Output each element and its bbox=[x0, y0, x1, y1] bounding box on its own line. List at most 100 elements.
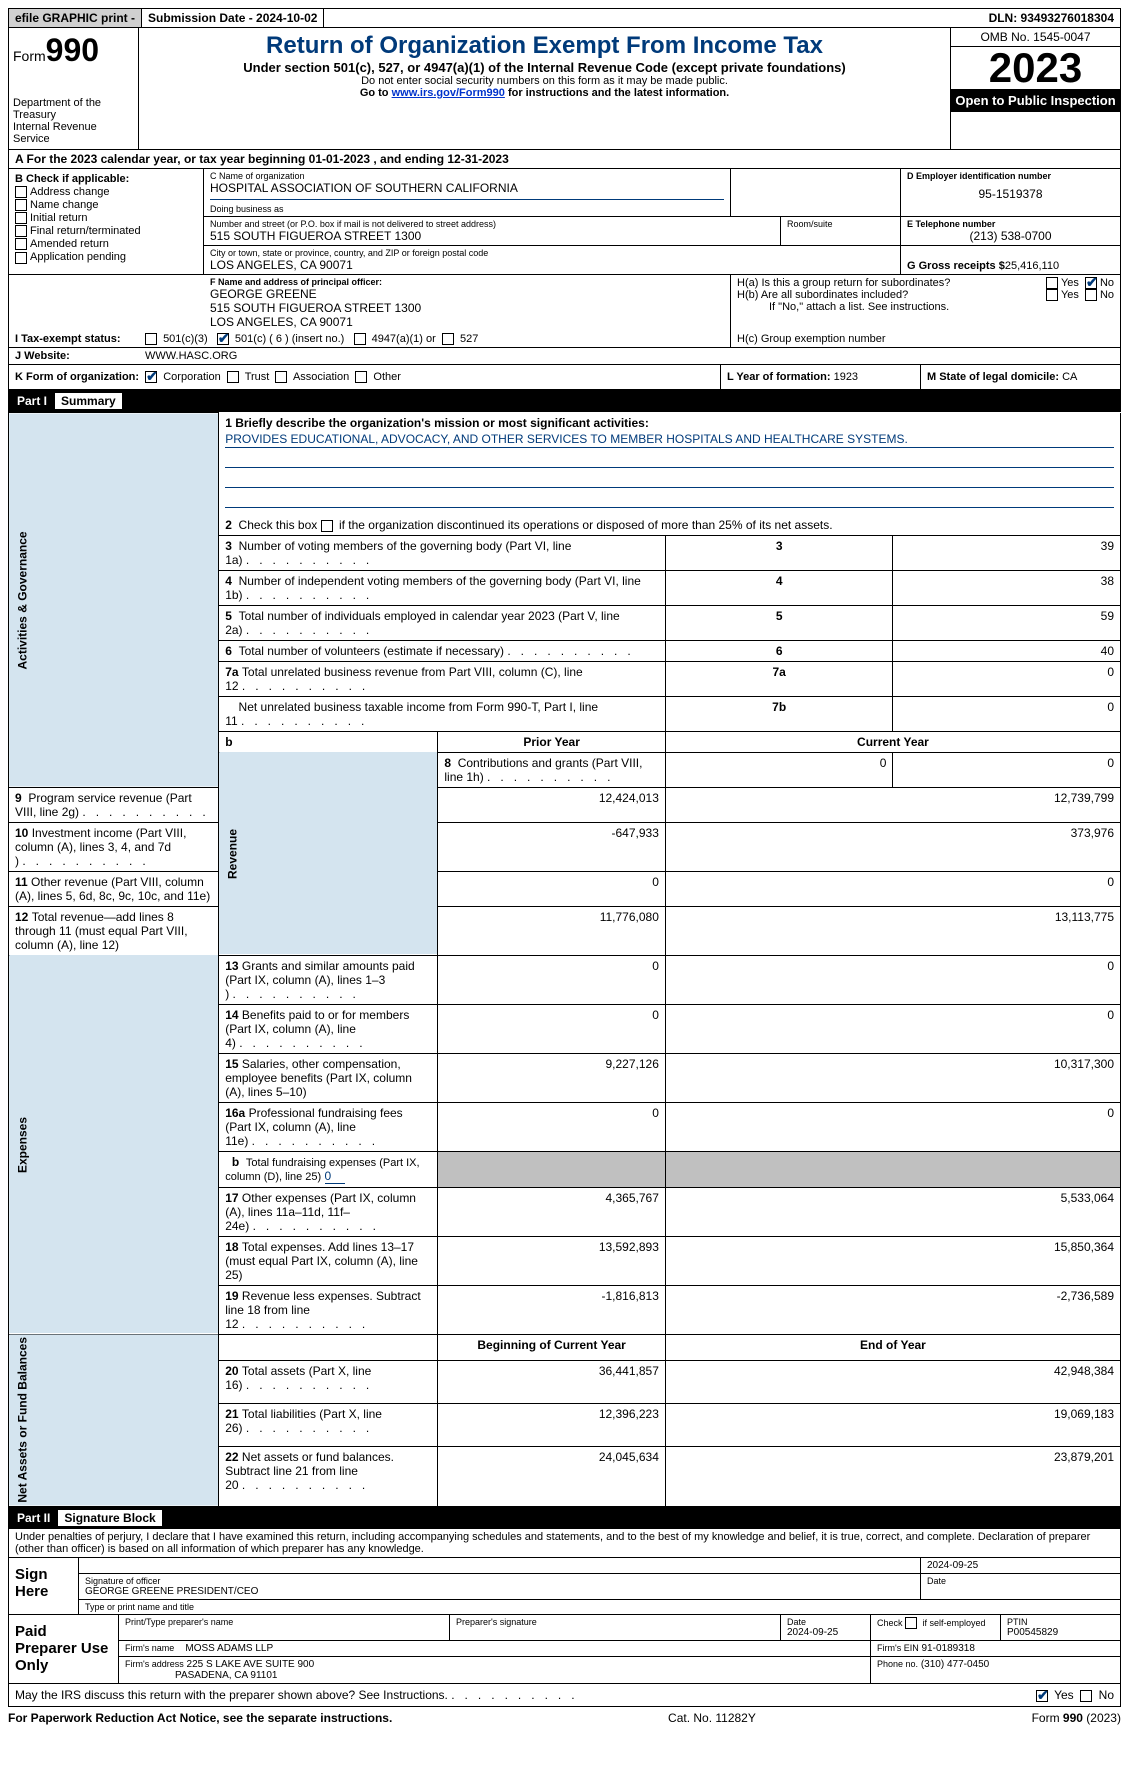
irs-link[interactable]: www.irs.gov/Form990 bbox=[392, 87, 505, 99]
tax-exempt-row: I Tax-exempt status: 501(c)(3) 501(c) ( … bbox=[8, 331, 1121, 348]
dln: DLN: 93493276018304 bbox=[983, 9, 1120, 27]
city-state-zip: LOS ANGELES, CA 90071 bbox=[210, 258, 894, 272]
officer-addr2: LOS ANGELES, CA 90071 bbox=[210, 315, 724, 329]
ck-association[interactable] bbox=[275, 371, 287, 383]
part-i-table: Activities & Governance 1 Briefly descri… bbox=[8, 412, 1121, 1507]
header-center: Return of Organization Exempt From Incom… bbox=[139, 28, 950, 149]
ck-ha-yes[interactable] bbox=[1046, 277, 1058, 289]
footer-cat: Cat. No. 11282Y bbox=[668, 1711, 756, 1725]
row-10: 10 Investment income (Part VIII, column … bbox=[9, 822, 1121, 871]
discuss-row: May the IRS discuss this return with the… bbox=[8, 1684, 1121, 1707]
ck-discuss-yes[interactable] bbox=[1036, 1690, 1048, 1702]
phone-value: (213) 538-0700 bbox=[907, 229, 1114, 243]
ck-other[interactable] bbox=[355, 371, 367, 383]
header-left: Form990 Department of the Treasury Inter… bbox=[9, 28, 139, 149]
org-name: HOSPITAL ASSOCIATION OF SOUTHERN CALIFOR… bbox=[210, 181, 724, 195]
tax-year: 2023 bbox=[951, 47, 1120, 89]
ck-self-employed[interactable] bbox=[905, 1617, 917, 1629]
ck-501c3[interactable] bbox=[145, 333, 157, 345]
sidebar-revenue: Revenue bbox=[219, 752, 438, 955]
ck-ha-no[interactable] bbox=[1085, 277, 1097, 289]
form-subtitle: Under section 501(c), 527, or 4947(a)(1)… bbox=[143, 60, 946, 75]
ein-cell: D Employer identification number 95-1519… bbox=[900, 169, 1120, 216]
ck-hb-no[interactable] bbox=[1085, 289, 1097, 301]
officer-cell: F Name and address of principal officer:… bbox=[204, 275, 730, 331]
phone-cell: E Telephone number (213) 538-0700 bbox=[900, 217, 1120, 245]
ck-amended-return[interactable]: Amended return bbox=[15, 238, 197, 250]
form-header: Form990 Department of the Treasury Inter… bbox=[8, 28, 1121, 150]
paid-preparer-block: Paid Preparer Use Only Print/Type prepar… bbox=[8, 1615, 1121, 1684]
page-footer: For Paperwork Reduction Act Notice, see … bbox=[8, 1707, 1121, 1725]
city-cell: City or town, state or province, country… bbox=[204, 246, 900, 274]
ck-501c[interactable] bbox=[217, 333, 229, 345]
sidebar-expenses: Expenses bbox=[9, 955, 219, 1334]
ck-4947a1[interactable] bbox=[354, 333, 366, 345]
paid-preparer-label: Paid Preparer Use Only bbox=[9, 1615, 119, 1683]
row-9: 9 Program service revenue (Part VIII, li… bbox=[9, 787, 1121, 822]
sidebar-activities-governance: Activities & Governance bbox=[9, 413, 219, 788]
street-address: 515 SOUTH FIGUEROA STREET 1300 bbox=[210, 229, 774, 243]
line-2: 2 Check this box if the organization dis… bbox=[225, 518, 832, 532]
row-11: 11 Other revenue (Part VIII, column (A),… bbox=[9, 871, 1121, 906]
goto-line: Go to www.irs.gov/Form990 for instructio… bbox=[143, 87, 946, 99]
ck-name-change[interactable]: Name change bbox=[15, 199, 197, 211]
efile-print-button[interactable]: efile GRAPHIC print - bbox=[9, 9, 142, 27]
website-row: J Website: WWW.HASC.ORG bbox=[8, 348, 1121, 365]
dept-treasury: Department of the Treasury bbox=[13, 97, 134, 121]
identity-block: B Check if applicable: Address change Na… bbox=[8, 169, 1121, 275]
firm-ein: 91-0189318 bbox=[922, 1643, 975, 1654]
ein-value: 95-1519378 bbox=[907, 181, 1114, 201]
klm-row: K Form of organization: Corporation Trus… bbox=[8, 365, 1121, 390]
ck-discuss-no[interactable] bbox=[1080, 1690, 1092, 1702]
officer-signature-name: GEORGE GREENE PRESIDENT/CEO bbox=[85, 1586, 914, 1597]
part-ii-header: Part IISignature Block bbox=[8, 1507, 1121, 1529]
officer-name: GEORGE GREENE bbox=[210, 287, 724, 301]
row-a-tax-year: A For the 2023 calendar year, or tax yea… bbox=[8, 150, 1121, 169]
gross-receipts-value: 25,416,110 bbox=[1005, 260, 1059, 272]
header-right: OMB No. 1545-0047 2023 Open to Public In… bbox=[950, 28, 1120, 149]
gross-receipts-cell: G Gross receipts $25,416,110 bbox=[900, 246, 1120, 274]
state-domicile: M State of legal domicile: CA bbox=[920, 365, 1120, 389]
org-name-cell: C Name of organization HOSPITAL ASSOCIAT… bbox=[204, 169, 730, 216]
ck-trust[interactable] bbox=[227, 371, 239, 383]
street-cell: Number and street (or P.O. box if mail i… bbox=[204, 217, 780, 245]
ptin-value: P00545829 bbox=[1007, 1627, 1058, 1638]
ssn-note: Do not enter social security numbers on … bbox=[143, 75, 946, 87]
row-12: 12 Total revenue—add lines 8 through 11 … bbox=[9, 906, 1121, 955]
sign-here-label: Sign Here bbox=[9, 1558, 79, 1614]
perjury-statement: Under penalties of perjury, I declare th… bbox=[8, 1529, 1121, 1558]
form-of-org: K Form of organization: Corporation Trus… bbox=[9, 365, 720, 389]
sign-here-block: Sign Here 2024-09-25 Signature of office… bbox=[8, 1558, 1121, 1615]
ck-discontinued[interactable] bbox=[321, 520, 333, 532]
officer-group-block: F Name and address of principal officer:… bbox=[8, 275, 1121, 331]
submission-date: Submission Date - 2024-10-02 bbox=[142, 9, 324, 27]
open-inspection: Open to Public Inspection bbox=[951, 89, 1120, 112]
sidebar-net-assets: Net Assets or Fund Balances bbox=[9, 1334, 219, 1507]
room-suite-cell: Room/suite bbox=[780, 217, 900, 245]
b-label: B Check if applicable: bbox=[15, 173, 197, 185]
ck-address-change[interactable]: Address change bbox=[15, 186, 197, 198]
tax-exempt-options: 501(c)(3) 501(c) ( 6 ) (insert no.) 4947… bbox=[139, 331, 730, 347]
firm-addr1: 225 S LAKE AVE SUITE 900 bbox=[187, 1659, 315, 1670]
mission-text: PROVIDES EDUCATIONAL, ADVOCACY, AND OTHE… bbox=[225, 432, 1114, 448]
firm-name: MOSS ADAMS LLP bbox=[185, 1643, 273, 1654]
efile-label: efile GRAPHIC print - bbox=[15, 11, 135, 25]
group-return-cell: H(a) Is this a group return for subordin… bbox=[730, 275, 1120, 331]
topbar: efile GRAPHIC print - Submission Date - … bbox=[8, 8, 1121, 28]
ck-corporation[interactable] bbox=[145, 371, 157, 383]
footer-form: Form 990 (2023) bbox=[1032, 1711, 1121, 1725]
ck-527[interactable] bbox=[442, 333, 454, 345]
form-title: Return of Organization Exempt From Incom… bbox=[143, 32, 946, 60]
form-number: Form990 bbox=[13, 32, 134, 69]
group-exemption-cell: H(c) Group exemption number bbox=[730, 331, 1120, 347]
ck-initial-return[interactable]: Initial return bbox=[15, 212, 197, 224]
ck-final-return[interactable]: Final return/terminated bbox=[15, 225, 197, 237]
column-b-checkboxes: B Check if applicable: Address change Na… bbox=[9, 169, 204, 274]
ck-hb-yes[interactable] bbox=[1046, 289, 1058, 301]
irs-label: Internal Revenue Service bbox=[13, 121, 134, 145]
website-value: WWW.HASC.ORG bbox=[139, 348, 1120, 364]
topbar-spacer bbox=[324, 16, 982, 20]
year-formation: L Year of formation: 1923 bbox=[720, 365, 920, 389]
part-i-header: Part ISummary bbox=[8, 390, 1121, 412]
ck-application-pending[interactable]: Application pending bbox=[15, 251, 197, 263]
